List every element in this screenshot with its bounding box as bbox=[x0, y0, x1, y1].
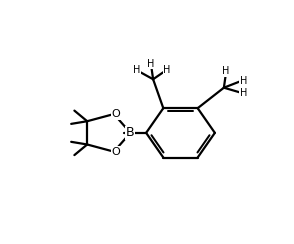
Text: B: B bbox=[126, 126, 135, 139]
Text: H: H bbox=[163, 65, 171, 75]
Text: H: H bbox=[222, 66, 230, 76]
Text: O: O bbox=[112, 109, 121, 119]
Text: H: H bbox=[240, 88, 247, 98]
Text: H: H bbox=[147, 59, 155, 69]
Text: O: O bbox=[112, 147, 121, 157]
Text: H: H bbox=[240, 76, 247, 86]
Text: H: H bbox=[133, 65, 140, 75]
